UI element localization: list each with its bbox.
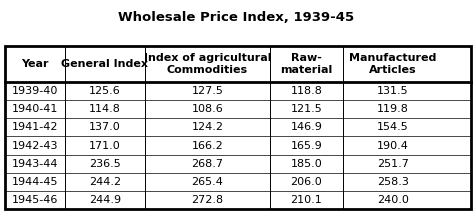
Text: 137.0: 137.0 — [89, 122, 121, 133]
Text: 236.5: 236.5 — [89, 159, 121, 169]
Text: Wholesale Price Index, 1939-45: Wholesale Price Index, 1939-45 — [118, 11, 355, 24]
Text: 118.8: 118.8 — [290, 86, 322, 96]
Text: 146.9: 146.9 — [290, 122, 322, 133]
Text: 165.9: 165.9 — [290, 141, 322, 150]
Bar — [5, 46, 471, 209]
Text: 244.2: 244.2 — [89, 177, 121, 187]
Text: 210.1: 210.1 — [290, 195, 322, 205]
Text: 272.8: 272.8 — [192, 195, 223, 205]
Text: 1941-42: 1941-42 — [12, 122, 58, 133]
Text: 1945-46: 1945-46 — [12, 195, 58, 205]
Text: 1939-40: 1939-40 — [12, 86, 58, 96]
Text: 244.9: 244.9 — [89, 195, 121, 205]
Text: Manufactured
Articles: Manufactured Articles — [349, 53, 436, 76]
Text: 185.0: 185.0 — [290, 159, 322, 169]
Text: 1944-45: 1944-45 — [12, 177, 58, 187]
Text: 166.2: 166.2 — [192, 141, 223, 150]
Text: 127.5: 127.5 — [192, 86, 223, 96]
Text: 1943-44: 1943-44 — [12, 159, 58, 169]
Text: 171.0: 171.0 — [89, 141, 121, 150]
Text: 268.7: 268.7 — [192, 159, 223, 169]
Text: 206.0: 206.0 — [290, 177, 322, 187]
Text: 114.8: 114.8 — [89, 104, 121, 114]
Text: 124.2: 124.2 — [192, 122, 223, 133]
Text: 154.5: 154.5 — [377, 122, 409, 133]
Text: Year: Year — [21, 59, 49, 69]
Text: 131.5: 131.5 — [377, 86, 408, 96]
Text: 119.8: 119.8 — [377, 104, 409, 114]
Text: Index of agricultural
Commodities: Index of agricultural Commodities — [144, 53, 271, 76]
Text: Raw-
material: Raw- material — [280, 53, 333, 76]
Text: 125.6: 125.6 — [89, 86, 121, 96]
Text: General Index: General Index — [61, 59, 149, 69]
Text: 265.4: 265.4 — [192, 177, 223, 187]
Text: 258.3: 258.3 — [377, 177, 409, 187]
Text: 1942-43: 1942-43 — [12, 141, 58, 150]
Text: 251.7: 251.7 — [377, 159, 409, 169]
Text: 190.4: 190.4 — [377, 141, 409, 150]
Text: 1940-41: 1940-41 — [12, 104, 58, 114]
Text: 108.6: 108.6 — [192, 104, 223, 114]
Text: 121.5: 121.5 — [290, 104, 322, 114]
Text: 240.0: 240.0 — [377, 195, 409, 205]
